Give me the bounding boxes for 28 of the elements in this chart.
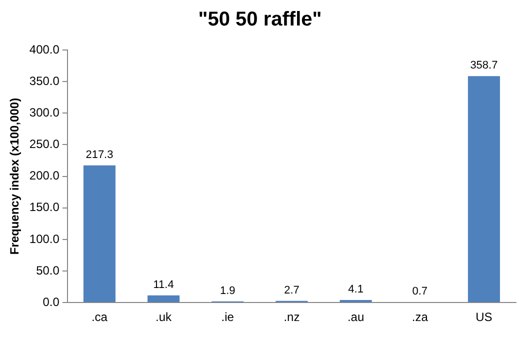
bar — [148, 295, 180, 302]
y-tick-label: 100.0 — [29, 232, 60, 246]
x-tick-label: .za — [412, 310, 428, 324]
x-tick-label: .nz — [284, 310, 300, 324]
y-axis-title: Frequency index (x100,000) — [8, 98, 22, 255]
chart-title: "50 50 raffle" — [198, 8, 322, 31]
y-tick-label: 0.0 — [42, 294, 60, 309]
y-tick-label: 250.0 — [29, 137, 60, 152]
data-label: 358.7 — [470, 60, 498, 72]
x-tick-label: US — [476, 310, 492, 324]
x-tick-label: .uk — [156, 310, 173, 324]
data-label: 217.3 — [86, 148, 114, 161]
data-label: 4.1 — [348, 284, 364, 296]
y-tick-label: 200.0 — [29, 168, 60, 183]
y-tick-label: 300.0 — [29, 105, 60, 120]
bar — [468, 76, 500, 302]
y-tick-label: 350.0 — [29, 74, 60, 88]
data-label: 2.7 — [284, 284, 300, 296]
x-tick-label: .au — [347, 310, 364, 324]
x-tick-label: .ca — [91, 310, 108, 324]
bar — [83, 165, 116, 302]
data-label: 11.4 — [153, 278, 174, 291]
y-tick-label: 150.0 — [29, 200, 60, 214]
y-tick-label: 50.0 — [36, 263, 60, 278]
data-label: 1.9 — [220, 284, 236, 297]
x-tick-label: .ie — [221, 310, 234, 324]
data-label: 0.7 — [412, 286, 428, 298]
y-tick-label: 400.0 — [29, 42, 60, 56]
